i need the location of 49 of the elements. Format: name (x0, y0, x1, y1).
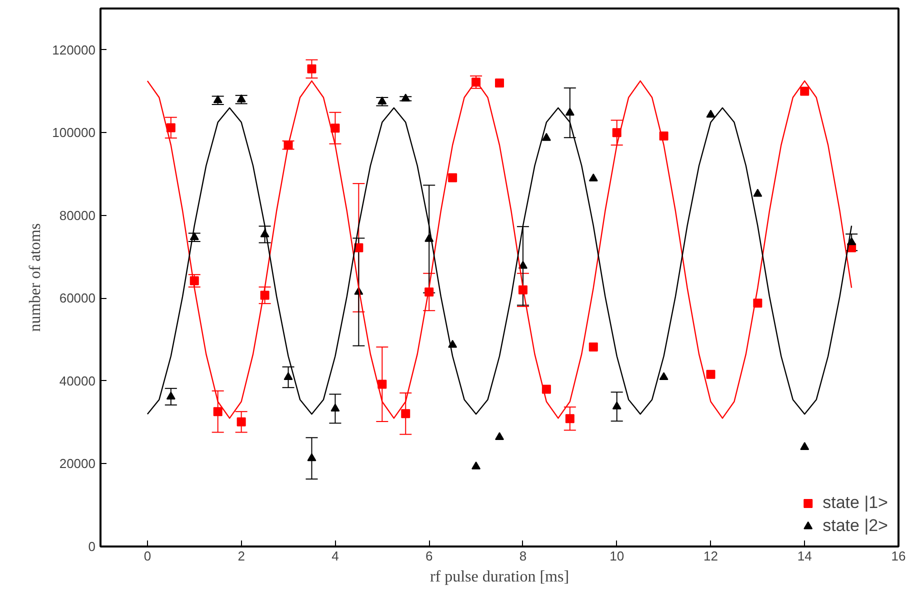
point (401, 409, 410, 418)
point (166, 123, 176, 132)
point (448, 340, 458, 348)
y-tick-label: 40000 (59, 373, 96, 388)
x-tick-label: 12 (704, 548, 718, 564)
point (330, 404, 340, 412)
x-tick-label: 4 (332, 548, 339, 564)
point (565, 414, 574, 424)
point (307, 453, 316, 462)
legend-label: state |1> (822, 493, 888, 513)
point (236, 417, 246, 426)
point (495, 78, 504, 88)
point (284, 372, 293, 380)
point (330, 124, 340, 133)
point (612, 402, 622, 410)
x-tick-label: 2 (238, 548, 245, 564)
y-tick-label: 0 (88, 539, 96, 554)
point (401, 94, 410, 102)
point (495, 432, 504, 440)
x-axis-title: rf pulse duration [ms] (430, 568, 570, 586)
legend-label: state |2> (822, 516, 888, 536)
y-tick-label: 20000 (59, 456, 96, 472)
x-tick-label: 10 (610, 548, 624, 564)
point (753, 188, 762, 197)
point (706, 110, 716, 118)
point (448, 173, 458, 182)
y-tick-label: 100000 (52, 125, 96, 140)
point (588, 342, 598, 352)
point (307, 64, 316, 74)
point (213, 407, 222, 416)
y-axis-title: number of atoms (27, 223, 44, 332)
point (542, 132, 551, 141)
x-tick-label: 8 (519, 548, 527, 564)
x-tick-label: 16 (891, 548, 906, 564)
point (659, 372, 668, 380)
point (706, 370, 716, 379)
point (800, 86, 810, 96)
point (565, 108, 574, 116)
y-tick-label: 60000 (59, 290, 96, 306)
point (472, 462, 481, 470)
point (588, 173, 598, 182)
x-tick-label: 0 (144, 548, 152, 564)
y-tick-label: 80000 (59, 208, 96, 223)
point (378, 380, 387, 389)
point (800, 442, 810, 450)
x-tick-label: 14 (797, 548, 812, 564)
y-tick-label: 120000 (52, 42, 96, 58)
x-tick-label: 6 (425, 548, 433, 564)
point (166, 392, 176, 400)
